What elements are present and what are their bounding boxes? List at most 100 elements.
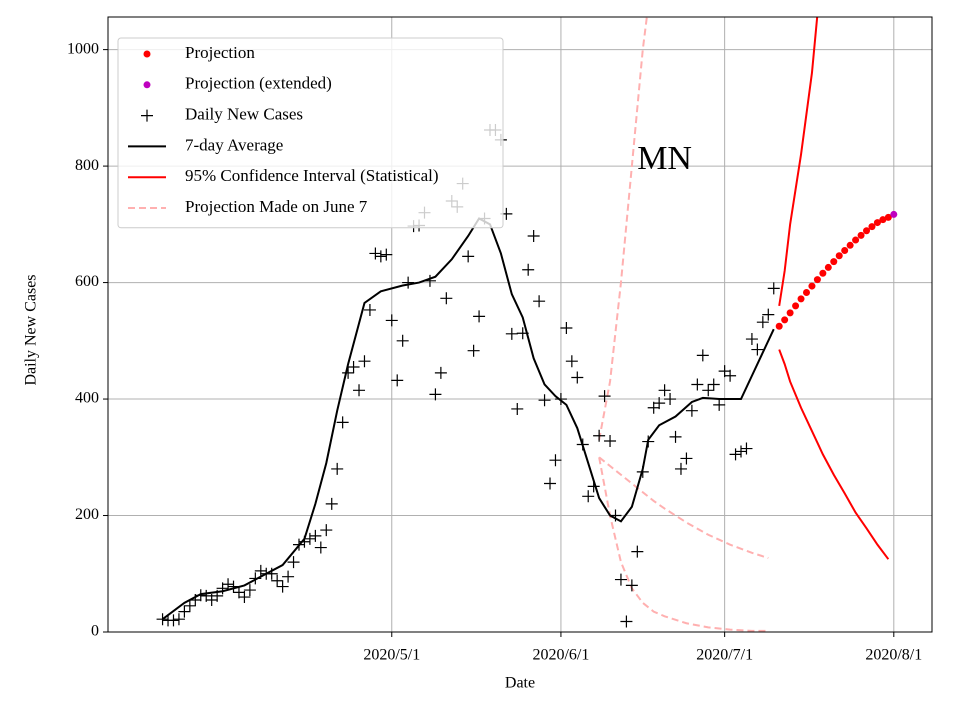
projection-point [830, 258, 838, 266]
case-point [238, 591, 251, 604]
projection-point [890, 210, 898, 218]
case-point [353, 384, 366, 397]
case-point [167, 614, 180, 627]
case-point [396, 334, 409, 347]
legend: Projection Projection (extended) Daily New… [117, 37, 504, 229]
case-point [614, 573, 627, 586]
x-tick-label: 2020/6/1 [532, 647, 589, 664]
case-point [685, 404, 698, 417]
legend-label: Projection Made on June 7 [185, 197, 368, 216]
case-point [309, 529, 322, 542]
legend-label: 95% Confidence Interval (Statistical) [185, 166, 439, 185]
case-point [347, 361, 360, 374]
case-point [554, 393, 567, 406]
case-point [276, 580, 289, 593]
case-point [325, 497, 338, 510]
case-point [533, 295, 546, 308]
case-point [331, 462, 344, 475]
case-point [467, 344, 480, 357]
case-point [560, 321, 573, 334]
projection-point [841, 247, 849, 255]
case-point [598, 390, 611, 403]
projection-point [786, 309, 794, 317]
case-point [402, 276, 415, 289]
x-tick-label: 2020/7/1 [696, 647, 753, 664]
case-point [604, 434, 617, 447]
axes-frame [107, 16, 933, 633]
ci-lower [778, 349, 890, 560]
projection-point [824, 263, 832, 271]
case-point [314, 541, 327, 554]
y-axis-label: Daily New Cases [23, 274, 40, 385]
projection-point [868, 223, 876, 231]
case-point [674, 462, 687, 475]
grid [108, 17, 932, 633]
projection-point [879, 216, 887, 224]
projection-point [797, 295, 805, 303]
case-point [303, 532, 316, 545]
case-point [653, 397, 666, 410]
case-point [707, 378, 720, 391]
case-point [473, 310, 486, 323]
case-point [527, 229, 540, 242]
case-point [254, 564, 267, 577]
ci-upper [778, 17, 819, 307]
projection-point [775, 322, 783, 330]
projection-point [857, 231, 865, 239]
projection-point [781, 316, 789, 324]
legend-marker [143, 81, 151, 89]
case-point [511, 402, 524, 415]
legend-label: 7-day Average [185, 135, 283, 154]
case-point [374, 250, 387, 263]
case-point [538, 394, 551, 407]
case-point [369, 247, 382, 260]
case-point [232, 586, 245, 599]
case-point [745, 333, 758, 346]
case-point [183, 599, 196, 612]
june7-upper [598, 17, 648, 440]
case-point [756, 316, 769, 329]
case-point [740, 442, 753, 455]
case-point [680, 452, 693, 465]
case-point [620, 615, 633, 628]
case-point [434, 366, 447, 379]
legend-label: Daily New Cases [185, 105, 303, 124]
projection-point [819, 269, 827, 277]
case-point [243, 584, 256, 597]
x-axis-label: Date [505, 675, 535, 692]
june7-lower [598, 457, 769, 632]
y-tick-label: 0 [91, 623, 99, 640]
case-point [729, 448, 742, 461]
case-point [664, 393, 677, 406]
case-point [691, 378, 704, 391]
y-tick-label: 1000 [67, 40, 99, 57]
projection-point [808, 282, 816, 290]
case-point [593, 429, 606, 442]
legend-marker [141, 109, 153, 122]
case-point [172, 613, 185, 626]
average-line [161, 217, 775, 620]
projection-point [792, 302, 800, 310]
case-point [549, 454, 562, 467]
case-point [762, 308, 775, 321]
legend-label: Projection [185, 43, 255, 62]
case-point [505, 327, 518, 340]
y-tick-label: 600 [75, 273, 99, 290]
case-point [767, 282, 780, 295]
projection-point [802, 288, 810, 296]
y-tick-label: 800 [75, 157, 99, 174]
case-point [391, 374, 404, 387]
projection-point [852, 236, 860, 244]
case-point [287, 556, 300, 569]
annotation: MN [637, 140, 692, 177]
case-point [669, 430, 682, 443]
case-point [440, 292, 453, 305]
projection-point [846, 241, 854, 249]
case-point [647, 401, 660, 414]
case-point [631, 545, 644, 558]
legend-box [117, 37, 504, 229]
projection-point [873, 219, 881, 227]
case-point [385, 314, 398, 327]
case-point [429, 388, 442, 401]
